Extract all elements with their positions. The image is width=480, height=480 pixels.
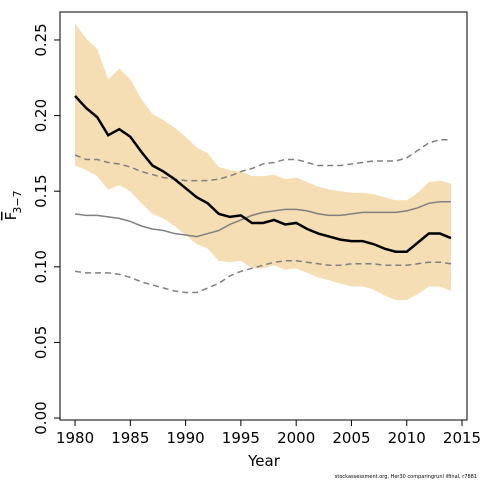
y-tick-label: 0.05 xyxy=(32,326,50,359)
x-tick-label: 1995 xyxy=(222,429,260,447)
line xyxy=(74,95,452,253)
y-tick-label: 0.25 xyxy=(32,23,50,56)
x-tick-label: 2015 xyxy=(443,429,480,447)
y-tick-label: 0.20 xyxy=(32,99,50,132)
x-axis-label: Year xyxy=(247,452,281,470)
line xyxy=(74,139,451,182)
plot-frame xyxy=(59,11,468,421)
y-axis-label: F xyxy=(2,212,20,221)
x-tick-label: 1990 xyxy=(167,429,205,447)
confidence-band xyxy=(75,23,451,301)
x-tick-label: 2010 xyxy=(388,429,426,447)
line xyxy=(74,260,452,294)
x-tick-label: 2005 xyxy=(332,429,370,447)
y-axis-label-group: F 3−7 xyxy=(2,190,24,220)
line xyxy=(74,201,451,238)
x-tick-label: 1980 xyxy=(56,429,94,447)
y-axis-label-sub: 3−7 xyxy=(11,190,24,213)
x-tick-label: 1985 xyxy=(111,429,149,447)
footnote: stockassessment.org, Her30 comparingrunl… xyxy=(335,474,477,480)
y-tick-label: 0.00 xyxy=(32,401,50,434)
x-tick-label: 2000 xyxy=(277,429,315,447)
y-tick-label: 0.15 xyxy=(32,174,50,207)
y-tick-label: 0.10 xyxy=(32,250,50,283)
